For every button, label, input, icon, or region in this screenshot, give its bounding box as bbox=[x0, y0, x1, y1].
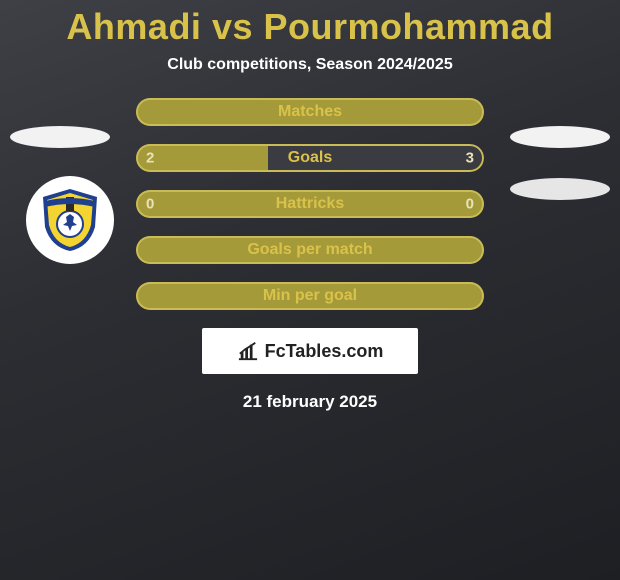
stat-label: Goals per match bbox=[247, 241, 372, 259]
player-b-oval-2 bbox=[510, 178, 610, 200]
stat-row: Min per goal bbox=[136, 282, 484, 310]
stat-label: Goals bbox=[288, 149, 332, 167]
player-b-oval-1 bbox=[510, 126, 610, 148]
stat-row: Goals per match bbox=[136, 236, 484, 264]
stat-value-right: 0 bbox=[466, 196, 474, 213]
player-a-name: Ahmadi bbox=[66, 6, 201, 47]
stat-row: Hattricks 0 0 bbox=[136, 190, 484, 218]
date-text: 21 february 2025 bbox=[0, 392, 620, 412]
player-a-oval bbox=[10, 126, 110, 148]
stat-row: Matches bbox=[136, 98, 484, 126]
chart-icon bbox=[237, 341, 259, 361]
stat-label: Hattricks bbox=[276, 195, 344, 213]
subtitle: Club competitions, Season 2024/2025 bbox=[0, 56, 620, 74]
stat-label: Matches bbox=[278, 103, 342, 121]
page-title: Ahmadi vs Pourmohammad bbox=[0, 0, 620, 48]
team-badge-inner bbox=[39, 187, 101, 253]
brand-text: FcTables.com bbox=[265, 341, 384, 362]
stat-label: Min per goal bbox=[263, 287, 357, 305]
stat-row: Goals 2 3 bbox=[136, 144, 484, 172]
stats-container: Matches Goals 2 3 Hattricks 0 0 Goals per match… bbox=[136, 98, 484, 310]
comparison-card: Ahmadi vs Pourmohammad Club competitions… bbox=[0, 0, 620, 580]
vs-text: vs bbox=[212, 6, 253, 47]
player-b-name: Pourmohammad bbox=[264, 6, 554, 47]
stat-value-left: 0 bbox=[146, 196, 154, 213]
stat-value-left: 2 bbox=[146, 150, 154, 167]
shield-icon bbox=[39, 187, 101, 253]
brand-box[interactable]: FcTables.com bbox=[202, 328, 418, 374]
stat-value-right: 3 bbox=[466, 150, 474, 167]
team-badge bbox=[26, 176, 114, 264]
stat-bar-left bbox=[136, 144, 268, 172]
